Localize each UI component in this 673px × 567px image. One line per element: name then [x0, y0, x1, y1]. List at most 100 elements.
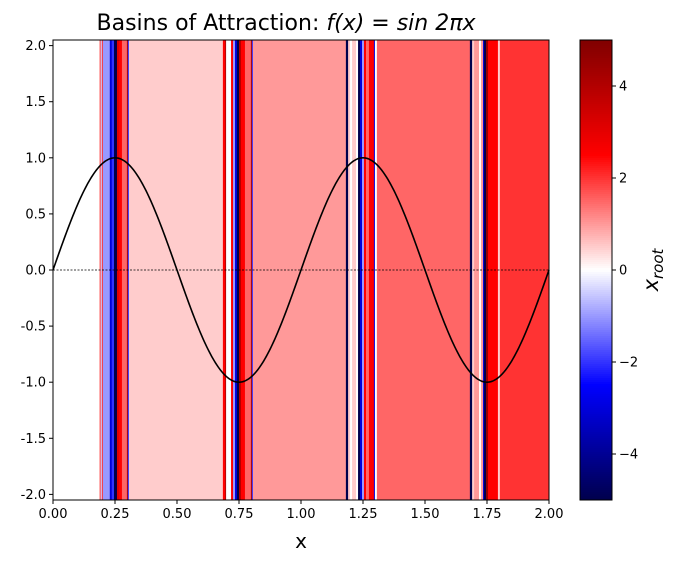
colorbar-segment [580, 336, 612, 339]
colorbar-segment [580, 334, 612, 337]
colorbar-segment [580, 148, 612, 151]
colorbar-segment [580, 196, 612, 199]
colorbar-segment [580, 58, 612, 61]
colorbar-segment [580, 248, 612, 251]
colorbar-segment [580, 404, 612, 407]
colorbar-ticks: 4 2 0 −2 −4 [612, 80, 638, 463]
colorbar-segment [580, 394, 612, 397]
colorbar-segment [580, 236, 612, 239]
colorbar-segment [580, 478, 612, 481]
x-tick-label: 1.75 [473, 507, 502, 522]
colorbar-segment [580, 146, 612, 149]
colorbar-segment [580, 496, 612, 499]
colorbar-segment [580, 384, 612, 387]
colorbar-segment [580, 444, 612, 447]
colorbar-segment [580, 494, 612, 497]
colorbar-segment [580, 462, 612, 465]
colorbar-segment [580, 304, 612, 307]
colorbar-segment [580, 426, 612, 429]
colorbar-segment [580, 408, 612, 411]
colorbar-segment [580, 176, 612, 179]
colorbar-segment [580, 136, 612, 139]
colorbar-segment [580, 174, 612, 177]
colorbar-segment [580, 450, 612, 453]
colorbar-segment [580, 474, 612, 477]
colorbar-segment [580, 120, 612, 123]
colorbar-tick-label: 2 [619, 172, 627, 187]
colorbar-segment [580, 252, 612, 255]
colorbar-segment [580, 108, 612, 111]
colorbar-segment [580, 98, 612, 101]
y-tick-label: 1.5 [25, 95, 46, 110]
colorbar-segment [580, 114, 612, 117]
colorbar-segment [580, 244, 612, 247]
basin-stripe [348, 40, 351, 500]
colorbar-segment [580, 88, 612, 91]
colorbar-segment [580, 470, 612, 473]
colorbar-segment [580, 448, 612, 451]
colorbar-segment [580, 310, 612, 313]
colorbar-segment [580, 96, 612, 99]
basin-stripe [499, 40, 550, 500]
colorbar-segment [580, 412, 612, 415]
colorbar-tick-label: 4 [619, 80, 627, 95]
colorbar-segment [580, 346, 612, 349]
colorbar-tick-label: −4 [619, 448, 638, 463]
colorbar-segment [580, 230, 612, 233]
colorbar-segment [580, 72, 612, 75]
colorbar-segment [580, 348, 612, 351]
basin-stripe [365, 40, 370, 500]
colorbar-segment [580, 44, 612, 47]
colorbar-segment [580, 80, 612, 83]
colorbar-segment [580, 250, 612, 253]
colorbar-segment [580, 308, 612, 311]
x-axis-ticks: 0.00 0.25 0.50 0.75 1.00 1.25 1.50 1.75 2.00 [39, 500, 563, 522]
colorbar-label: xroot [639, 247, 667, 292]
colorbar-segment [580, 206, 612, 209]
colorbar-segment [580, 288, 612, 291]
basin-stripe [356, 40, 359, 500]
colorbar-segment [580, 292, 612, 295]
colorbar-segment [580, 216, 612, 219]
colorbar-segment [580, 126, 612, 129]
colorbar-segment [580, 188, 612, 191]
colorbar-segment [580, 332, 612, 335]
basin-stripe [487, 40, 499, 500]
x-axis-label: x [295, 529, 307, 553]
colorbar-segment [580, 490, 612, 493]
basin-stripe [244, 40, 252, 500]
x-tick-label: 0.00 [39, 507, 68, 522]
colorbar-segment [580, 466, 612, 469]
colorbar-segment [580, 50, 612, 53]
colorbar-segment [580, 100, 612, 103]
colorbar-segment [580, 132, 612, 135]
colorbar-segment [580, 242, 612, 245]
colorbar-segment [580, 156, 612, 159]
colorbar-segment [580, 278, 612, 281]
colorbar-segment [580, 46, 612, 49]
colorbar-segment [580, 272, 612, 275]
colorbar-segment [580, 442, 612, 445]
colorbar-segment [580, 140, 612, 143]
colorbar-segment [580, 370, 612, 373]
colorbar-segment [580, 52, 612, 55]
colorbar-segment [580, 68, 612, 71]
colorbar-segment [580, 392, 612, 395]
colorbar-segment [580, 256, 612, 259]
colorbar-segment [580, 70, 612, 73]
basin-stripe [114, 40, 118, 500]
colorbar-segment [580, 220, 612, 223]
colorbar-segment [580, 118, 612, 121]
colorbar-segment [580, 200, 612, 203]
x-tick-label: 0.25 [101, 507, 130, 522]
colorbar-segment [580, 62, 612, 65]
sin-curve [52, 156, 550, 384]
colorbar-segment [580, 42, 612, 45]
colorbar-segment [580, 178, 612, 181]
colorbar-segment [580, 434, 612, 437]
colorbar-segment [580, 268, 612, 271]
colorbar-segment [580, 410, 612, 413]
colorbar-segment [580, 224, 612, 227]
colorbar-segment [580, 190, 612, 193]
